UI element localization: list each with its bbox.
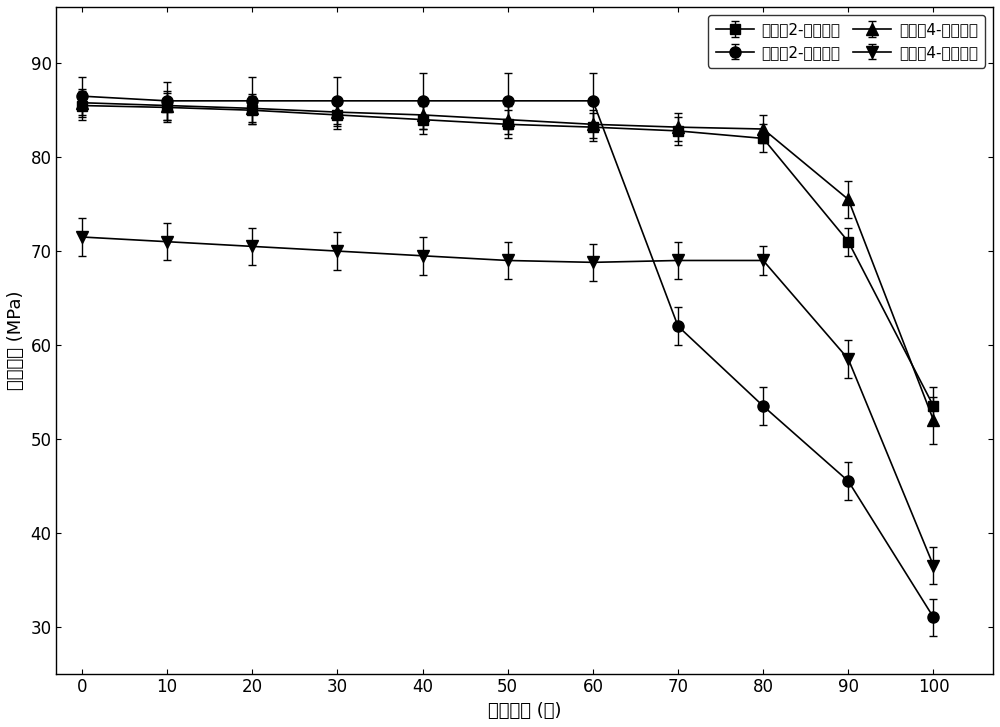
X-axis label: 循环次数 (次): 循环次数 (次) [488,702,562,720]
Y-axis label: 抗压强度 (MPa): 抗压强度 (MPa) [7,291,25,390]
Legend: 实施䥣2-完整试件, 实施䥣2-修复试件, 实施䥣4-完整试件, 实施䥣4-修复试件: 实施䥣2-完整试件, 实施䥣2-修复试件, 实施䥣4-完整试件, 实施䥣4-修复… [708,15,985,68]
